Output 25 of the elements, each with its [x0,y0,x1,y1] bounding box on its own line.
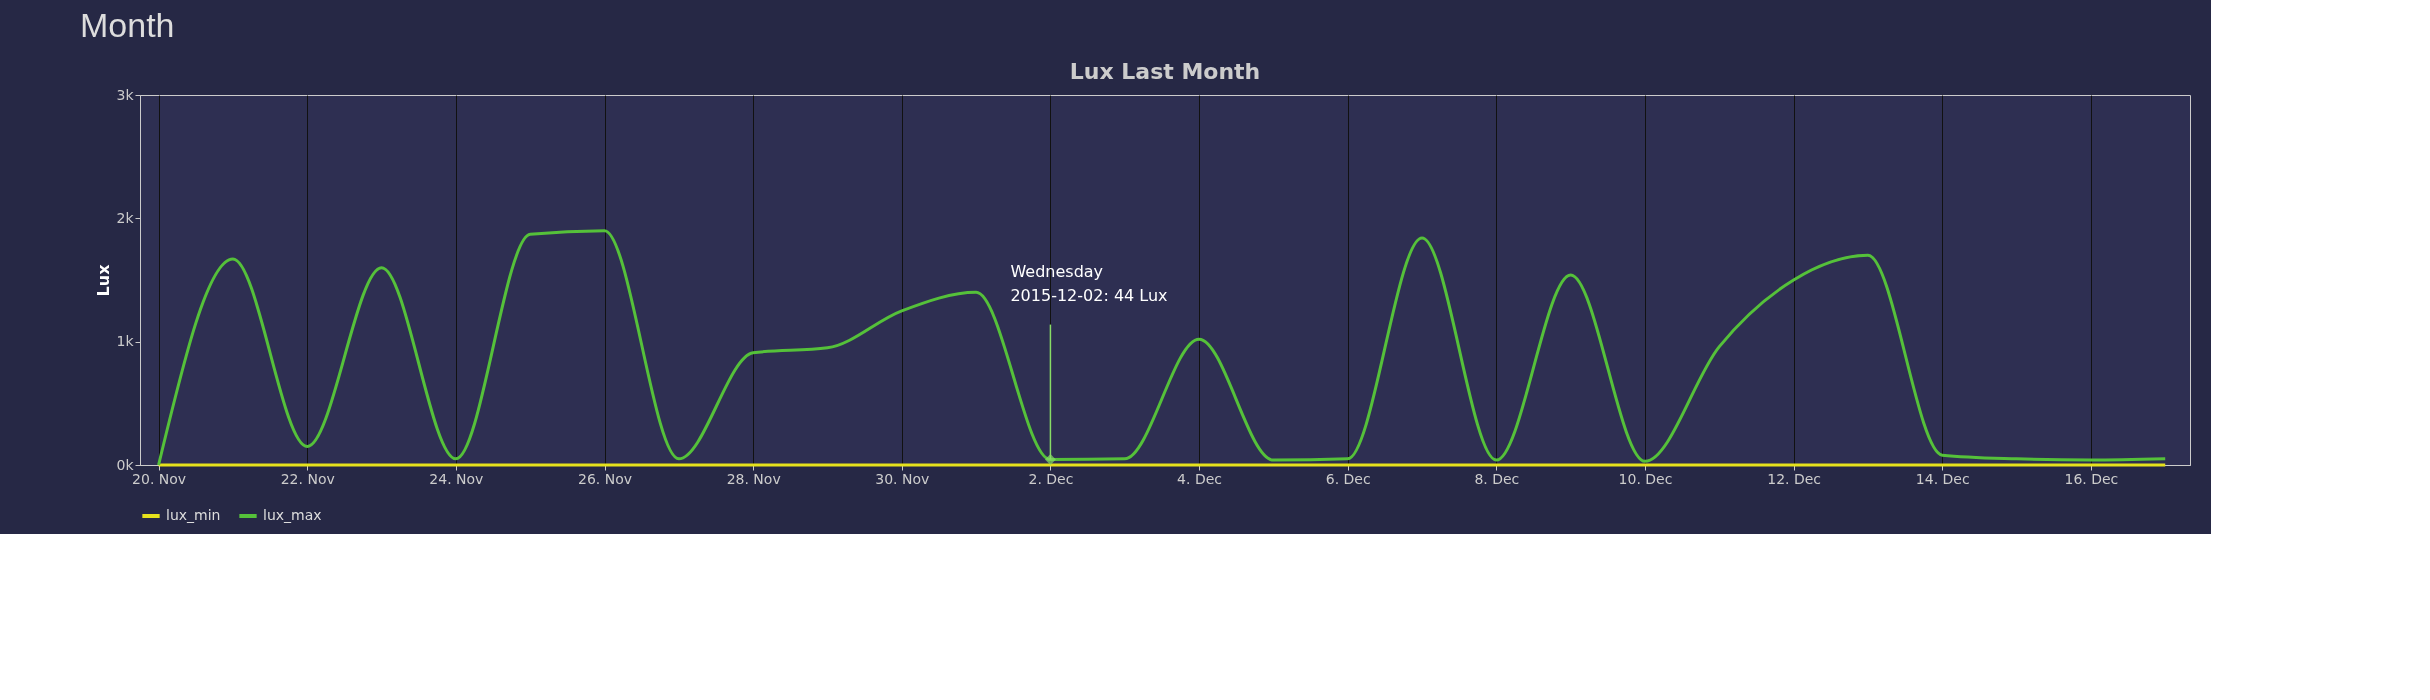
annotation: Wednesday 2015-12-02: 44 Lux [1010,261,1168,305]
text: Month [80,6,175,44]
y-tick-label: 1k [116,333,135,350]
x-tick-label: 2. Dec [1028,470,1074,487]
x-tick-label: 16. Dec [2064,470,2119,487]
legend-label: lux_max [263,507,322,523]
x-tick-label: 4. Dec [1177,470,1223,487]
x-tick-label: 30. Nov [875,470,930,487]
x-tick-label: 28. Nov [726,470,781,487]
y-axis-title: Lux [94,263,114,297]
x-tick-label: 24. Nov [429,470,484,487]
x-tick-label: 26. Nov [577,470,633,487]
y-tick-label: 3k [116,86,135,103]
legend-label: lux_min [166,507,221,523]
x-tick-label: 22. Nov [280,470,335,487]
y-tick-label: 2k [116,209,135,226]
y-tick-label: 0k [116,456,135,473]
x-tick-label: 20. Nov [132,470,187,487]
x-tick-label: 12. Dec [1767,470,1822,487]
x-tick-label: 6. Dec [1325,470,1371,487]
line-series [157,229,2167,467]
x-tick-label: 10. Dec [1618,470,1673,487]
x-tick-label: 14. Dec [1915,470,1970,487]
x-tick-label: 8. Dec [1474,470,1520,487]
chart-title: Lux Last Month [1069,59,1261,84]
